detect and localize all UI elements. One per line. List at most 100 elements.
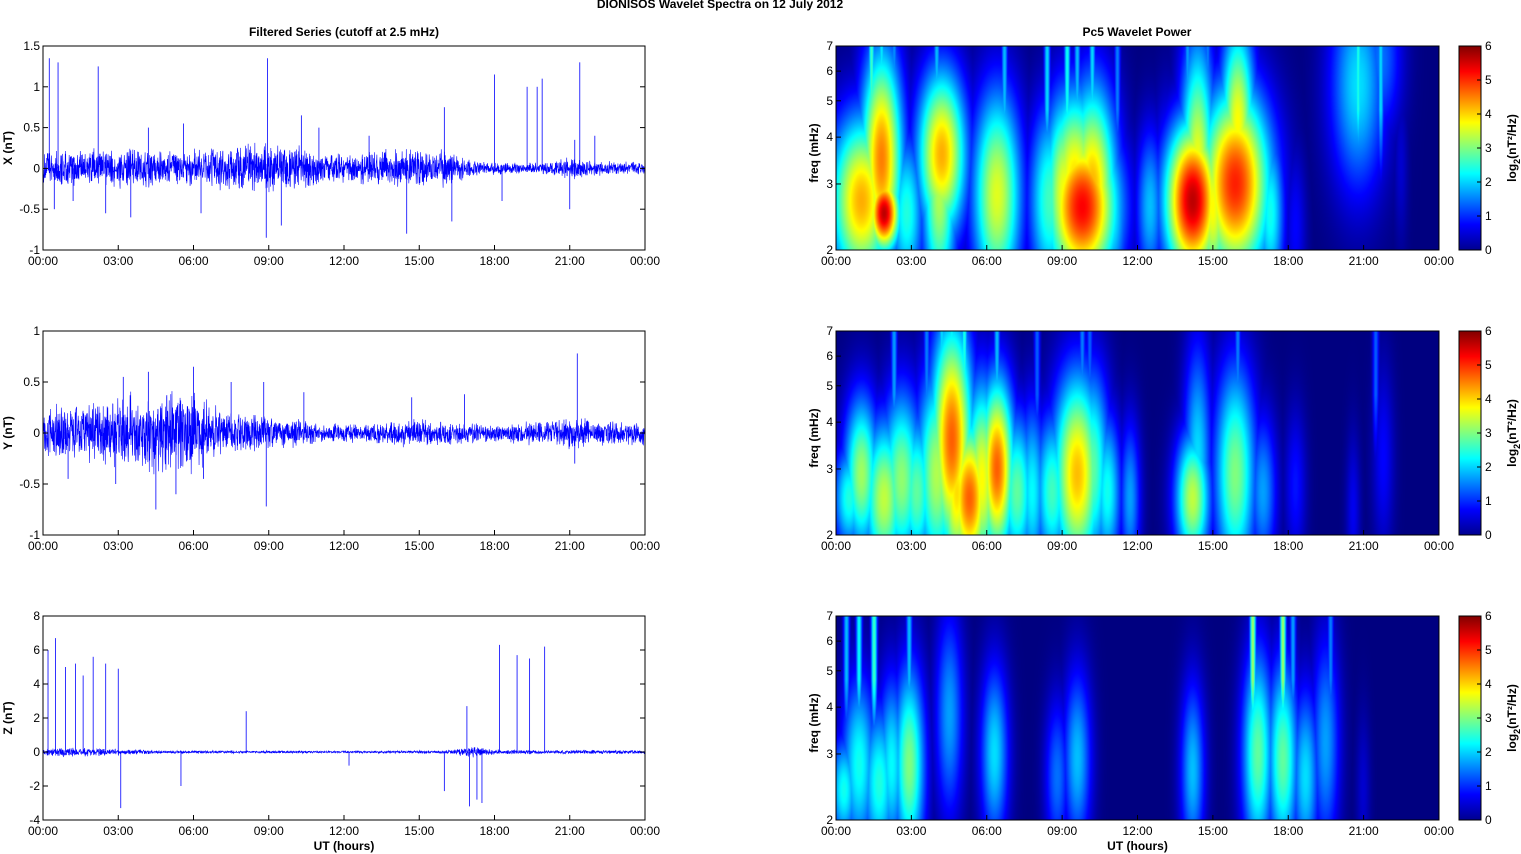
y-tick-label: 3 — [826, 462, 833, 476]
y-tick-label: 0 — [33, 745, 40, 759]
y-tick-label: 2 — [826, 528, 833, 542]
x-tick-label: 06:00 — [178, 254, 208, 268]
x-tick-label: 06:00 — [178, 824, 208, 838]
y-axis-label: freq (mHz) — [807, 123, 821, 182]
y-tick-label: 6 — [826, 64, 833, 78]
y-tick-label: 2 — [826, 243, 833, 257]
x-tick-label: 00:00 — [630, 539, 660, 553]
colorbar-tick-label: 4 — [1485, 107, 1492, 121]
x-tick-label: 06:00 — [178, 539, 208, 553]
spectrum-canvas — [836, 616, 1439, 820]
x-tick-label: 09:00 — [254, 539, 284, 553]
x-tick-label: 09:00 — [254, 254, 284, 268]
x-tick-label: 06:00 — [972, 539, 1002, 553]
spectrum-panel-2: 2 3 4 5 6 7 00:00 03:00 06:00 09:00 12:00 15:00 18:0… — [807, 324, 1454, 553]
x-tick-label: 12:00 — [1122, 539, 1152, 553]
x-tick-label: 03:00 — [103, 254, 133, 268]
colorbar-1: 0 1 2 3 4 5 6 log2(nT²/Hz) — [1458, 39, 1521, 257]
y-tick-label: -1 — [29, 528, 40, 542]
spectrum-image — [836, 331, 1439, 535]
y-tick-label: 0 — [33, 426, 40, 440]
y-tick-label: -2 — [29, 779, 40, 793]
x-tick-label: 12:00 — [329, 824, 359, 838]
y-tick-label: 0.5 — [23, 375, 40, 389]
y-tick-label: 6 — [826, 349, 833, 363]
y-tick-label: 4 — [33, 677, 40, 691]
x-tick-label: 12:00 — [1122, 824, 1152, 838]
x-tick-label: 15:00 — [404, 539, 434, 553]
y-tick-label: 4 — [826, 700, 833, 714]
y-tick-label: 7 — [826, 39, 833, 53]
y-tick-label: 8 — [33, 609, 40, 623]
y-tick-label: 5 — [826, 94, 833, 108]
y-axis-label: Y (nT) — [1, 416, 15, 450]
series-panel-3: -4 -2 0 2 4 6 8 00:00 03:00 06:00 09:00 12:00 15:00 1… — [1, 609, 660, 853]
y-tick-label: 6 — [826, 634, 833, 648]
x-tick-label: 03:00 — [896, 539, 926, 553]
x-tick-label: 00:00 — [821, 254, 851, 268]
plot-area — [43, 616, 645, 820]
y-axis-label: freq (mHz) — [807, 408, 821, 467]
colorbar-tick-label: 5 — [1485, 358, 1492, 372]
colorbar-tick-label: 1 — [1485, 494, 1492, 508]
colorbar-tick-label: 2 — [1485, 745, 1492, 759]
colorbar-tick-label: 6 — [1485, 324, 1492, 338]
trace-line — [42, 391, 646, 475]
colorbar-label: log2(nT²/Hz) — [1505, 114, 1521, 182]
x-tick-label: 00:00 — [630, 254, 660, 268]
x-tick-label: 21:00 — [1349, 254, 1379, 268]
colorbar-2: 0 1 2 3 4 5 6 log2(nT²/Hz) — [1458, 324, 1521, 542]
panels: -1 -0.5 0 0.5 1 1.5 00:00 03:00 06:00 09:00 12:00 1… — [1, 39, 1521, 853]
colorbar-tick-label: 5 — [1485, 643, 1492, 657]
x-tick-label: 21:00 — [555, 254, 585, 268]
colorbar-tick-label: 1 — [1485, 779, 1492, 793]
x-tick-label: 21:00 — [555, 539, 585, 553]
colorbar-3: 0 1 2 3 4 5 6 log2(nT²/Hz) — [1458, 609, 1521, 827]
x-tick-label: 00:00 — [821, 539, 851, 553]
series-panel-2: -1 -0.5 0 0.5 1 00:00 03:00 06:00 09:00 12:00 15:0… — [1, 324, 660, 553]
y-axis-label: Z (nT) — [1, 701, 15, 734]
x-tick-label: 06:00 — [972, 254, 1002, 268]
x-tick-label: 00:00 — [1424, 824, 1454, 838]
spectrum-image — [836, 46, 1439, 250]
x-tick-label: 15:00 — [1198, 824, 1228, 838]
x-tick-label: 12:00 — [1122, 254, 1152, 268]
x-tick-label: 15:00 — [404, 254, 434, 268]
spectrum-image — [836, 616, 1439, 820]
x-tick-label: 00:00 — [821, 824, 851, 838]
colorbar-tick-label: 3 — [1485, 711, 1492, 725]
y-tick-label: -4 — [29, 813, 40, 827]
y-tick-label: 1.5 — [23, 39, 40, 53]
y-tick-label: 5 — [826, 379, 833, 393]
spectrum-panel-3: 2 3 4 5 6 7 00:00 03:00 06:00 09:00 12:00 15:00 18:0… — [807, 609, 1454, 853]
x-tick-label: 21:00 — [1349, 539, 1379, 553]
y-tick-label: -1 — [29, 243, 40, 257]
plot-area — [43, 46, 645, 250]
x-tick-label: 18:00 — [1273, 824, 1303, 838]
x-tick-label: 03:00 — [896, 824, 926, 838]
colorbar-tick-label: 2 — [1485, 175, 1492, 189]
colorbar-tick-label: 5 — [1485, 73, 1492, 87]
colorbar-tick-label: 1 — [1485, 209, 1492, 223]
x-tick-label: 15:00 — [1198, 254, 1228, 268]
x-tick-label: 12:00 — [329, 539, 359, 553]
colorbar-tick-label: 3 — [1485, 426, 1492, 440]
x-tick-label: 09:00 — [1047, 539, 1077, 553]
x-tick-label: 21:00 — [1349, 824, 1379, 838]
x-tick-label: 18:00 — [479, 824, 509, 838]
y-tick-label: 2 — [826, 813, 833, 827]
spectrum-panel-1: 2 3 4 5 6 7 00:00 03:00 06:00 09:00 12:00 15:00 18:0… — [807, 39, 1454, 268]
x-tick-label: 00:00 — [28, 824, 58, 838]
spectrum-canvas — [836, 46, 1439, 250]
x-tick-label: 09:00 — [1047, 824, 1077, 838]
y-tick-label: 3 — [826, 177, 833, 191]
x-tick-label: 18:00 — [479, 254, 509, 268]
y-tick-label: 3 — [826, 747, 833, 761]
y-tick-label: 0.5 — [23, 121, 40, 135]
x-tick-label: 12:00 — [329, 254, 359, 268]
x-tick-label: 09:00 — [1047, 254, 1077, 268]
colorbar-tick-label: 4 — [1485, 677, 1492, 691]
x-tick-label: 18:00 — [1273, 539, 1303, 553]
y-axis-label: X (nT) — [1, 131, 15, 165]
